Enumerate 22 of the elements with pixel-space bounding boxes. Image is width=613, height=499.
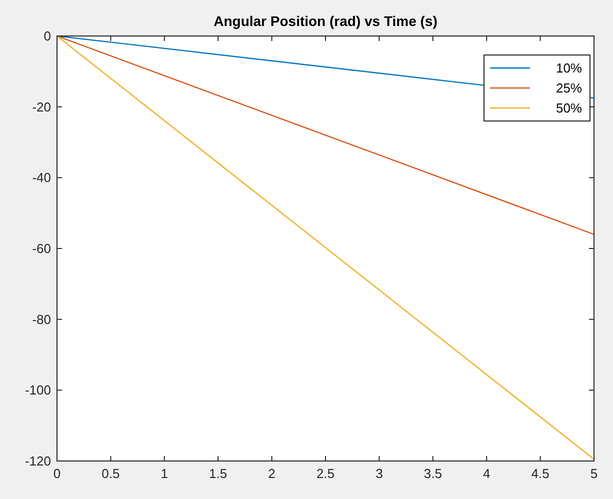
x-tick-label: 0.5 <box>102 466 120 481</box>
legend-label: 10% <box>556 60 582 76</box>
y-tick-label: -20 <box>32 99 51 114</box>
legend-label: 50% <box>556 100 582 116</box>
x-tick-label: 2 <box>268 466 276 481</box>
y-tick-label: -120 <box>24 454 51 469</box>
x-tick-label: 1.5 <box>209 466 228 481</box>
x-tick-label: 0 <box>53 466 61 481</box>
x-tick-label: 3.5 <box>424 466 442 481</box>
y-tick-label: -100 <box>24 382 51 398</box>
x-tick-label: 1 <box>160 466 168 481</box>
y-tick-label: -40 <box>32 170 51 186</box>
x-tick-label: 2.5 <box>316 466 335 481</box>
x-tick-label: 4.5 <box>531 466 550 481</box>
x-tick-label: 3 <box>376 466 383 481</box>
chart-title: Angular Position (rad) vs Time (s) <box>214 13 438 29</box>
x-tick-label: 4 <box>482 466 490 481</box>
y-tick-label: -60 <box>32 241 51 256</box>
y-tick-label: -80 <box>32 312 51 327</box>
legend-label: 25% <box>556 80 582 96</box>
y-tick-label: 0 <box>44 28 51 44</box>
x-tick-label: 5 <box>590 466 598 481</box>
